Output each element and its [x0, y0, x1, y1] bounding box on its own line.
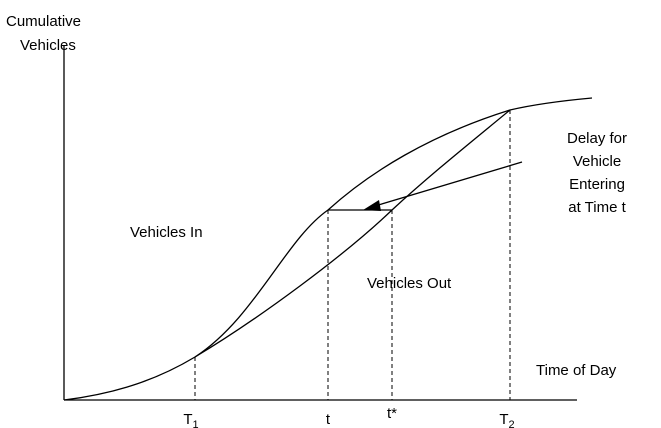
pointer-line	[374, 161, 523, 207]
arrowhead	[363, 200, 381, 211]
region-label: Vehicles In	[130, 224, 203, 241]
tick-sub: 1	[193, 419, 199, 428]
tick-label: T2	[499, 411, 514, 428]
region-label: Vehicles Out	[367, 275, 452, 292]
tick-text: T	[183, 411, 192, 428]
tick-sub: 2	[509, 419, 515, 428]
delay-label: at Time t	[568, 199, 626, 216]
delay-label: Vehicle	[573, 153, 621, 170]
departure-curve	[194, 109, 511, 358]
x-axis-label: Time of Day	[536, 362, 617, 379]
tick-text: T	[499, 411, 508, 428]
tick-label: T1	[183, 411, 198, 428]
tick-label: t*	[387, 405, 397, 422]
tick-label: t	[326, 411, 331, 428]
y-axis-label: Cumulative	[6, 13, 81, 30]
delay-label: Delay for	[567, 130, 627, 147]
delay-label: Entering	[569, 176, 625, 193]
y-axis-label: Vehicles	[20, 37, 76, 54]
